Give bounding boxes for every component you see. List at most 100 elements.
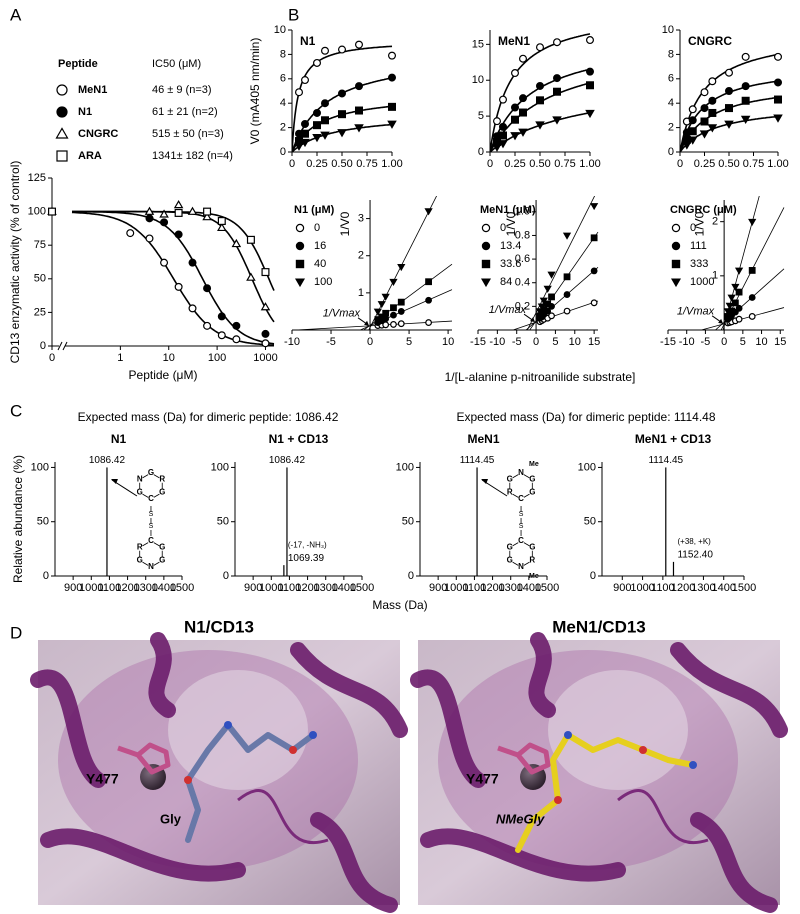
table-cell: N1 [78,106,92,118]
residue-label: Gly [160,811,182,826]
x-tick-label: -15 [470,336,486,348]
y-tick-label: 75 [34,239,46,251]
marker [301,119,310,128]
x-tick-label: 1300 [133,582,157,594]
x-axis-label: Peptide (μM) [129,368,198,382]
marker [535,43,544,52]
y-tick-label: 50 [34,273,46,285]
methyl: Me [529,461,539,468]
marker [373,308,382,316]
fit-curve [490,68,591,152]
marker [174,208,183,217]
marker [174,282,183,291]
marker [539,297,548,305]
panel-label: C [10,401,22,420]
marker [301,76,310,85]
bond [153,561,160,566]
marker [735,315,743,323]
plot: -15 -10 -5 0 5 10 150.20.40.60.81.01/V0013.433… [470,196,600,348]
marker [585,67,594,76]
marker [773,78,782,87]
x-tick-label: 1.00 [767,158,788,170]
residue: G [507,475,513,484]
x-tick-label: 1200 [295,582,319,594]
x-tick-label: 1.00 [381,158,402,170]
residue: G [507,556,513,565]
marker [563,273,571,281]
x-tick-label: -10 [284,336,300,348]
legend-title: MeN1 (μM) [480,204,536,216]
y-tick-label: 100 [211,461,229,473]
x-tick-label: 1300 [313,582,337,594]
y-tick-label: 100 [396,461,414,473]
peak-label: 1114.45 [460,455,495,466]
marker [294,278,306,288]
marker [217,312,226,321]
marker [671,223,681,233]
marker [381,293,390,301]
marker [543,285,552,293]
x-tick-label: 1200 [671,582,695,594]
atom [184,776,192,784]
panel-title: MeN1/CD13 [552,617,646,636]
loop [237,789,329,844]
marker [188,304,197,313]
residue: G [137,556,143,565]
marker [518,108,527,117]
marker [552,74,561,83]
residue-stick [497,742,551,775]
bond [512,542,519,547]
table-cell: 515 ± 50 (n=3) [152,128,224,140]
marker [590,299,598,307]
legend-label: 1000 [690,276,714,288]
arrow [110,479,118,484]
residue: G [529,475,535,484]
y-tick-label: 0.6 [515,253,530,265]
marker [748,218,757,226]
x-tick-label: 1100 [278,582,302,594]
legend-title: N1 (μM) [294,204,335,216]
marker [585,81,594,90]
marker [389,278,398,286]
marker [321,116,330,125]
marker [563,291,571,298]
y-axis-label: 1/V0 [338,211,352,236]
x-tick-label: 1000 [253,352,277,364]
marker [55,127,69,139]
marker [217,331,226,340]
marker [699,130,710,139]
residue-label: Y477 [466,771,499,787]
x-tick-label: 0.50 [718,158,739,170]
marker [261,339,270,348]
marker [700,104,709,113]
marker [338,89,347,98]
marker [590,203,599,211]
y-tick-label: 2 [358,250,364,262]
legend-label: 13.4 [500,240,521,252]
peak-label: 1086.42 [89,455,126,466]
y-tick-label: 50 [217,516,229,528]
x-tick-label: 1000 [444,582,468,594]
residue: R [507,488,513,497]
x-tick-label: 0 [49,352,55,364]
marker [724,120,734,129]
marker [741,82,750,91]
ribbon [410,669,486,788]
surface [168,670,308,790]
x-tick-label: -15 [660,336,676,348]
legend-label: 100 [314,276,332,288]
x-tick-label: 1 [117,352,123,364]
x-tick-label: 0.50 [529,158,550,170]
marker [535,96,544,105]
x-tick-label: 900 [244,582,262,594]
y-tick-label: 0 [223,570,229,582]
bond [512,561,519,566]
legend-label: 33.6 [500,258,521,270]
x-tick-label: 15 [774,336,786,348]
y-tick-label: 10 [472,74,484,86]
marker [355,106,364,115]
marker [552,87,561,96]
residue: G [159,488,165,497]
x-tick-label: 1000 [79,582,103,594]
